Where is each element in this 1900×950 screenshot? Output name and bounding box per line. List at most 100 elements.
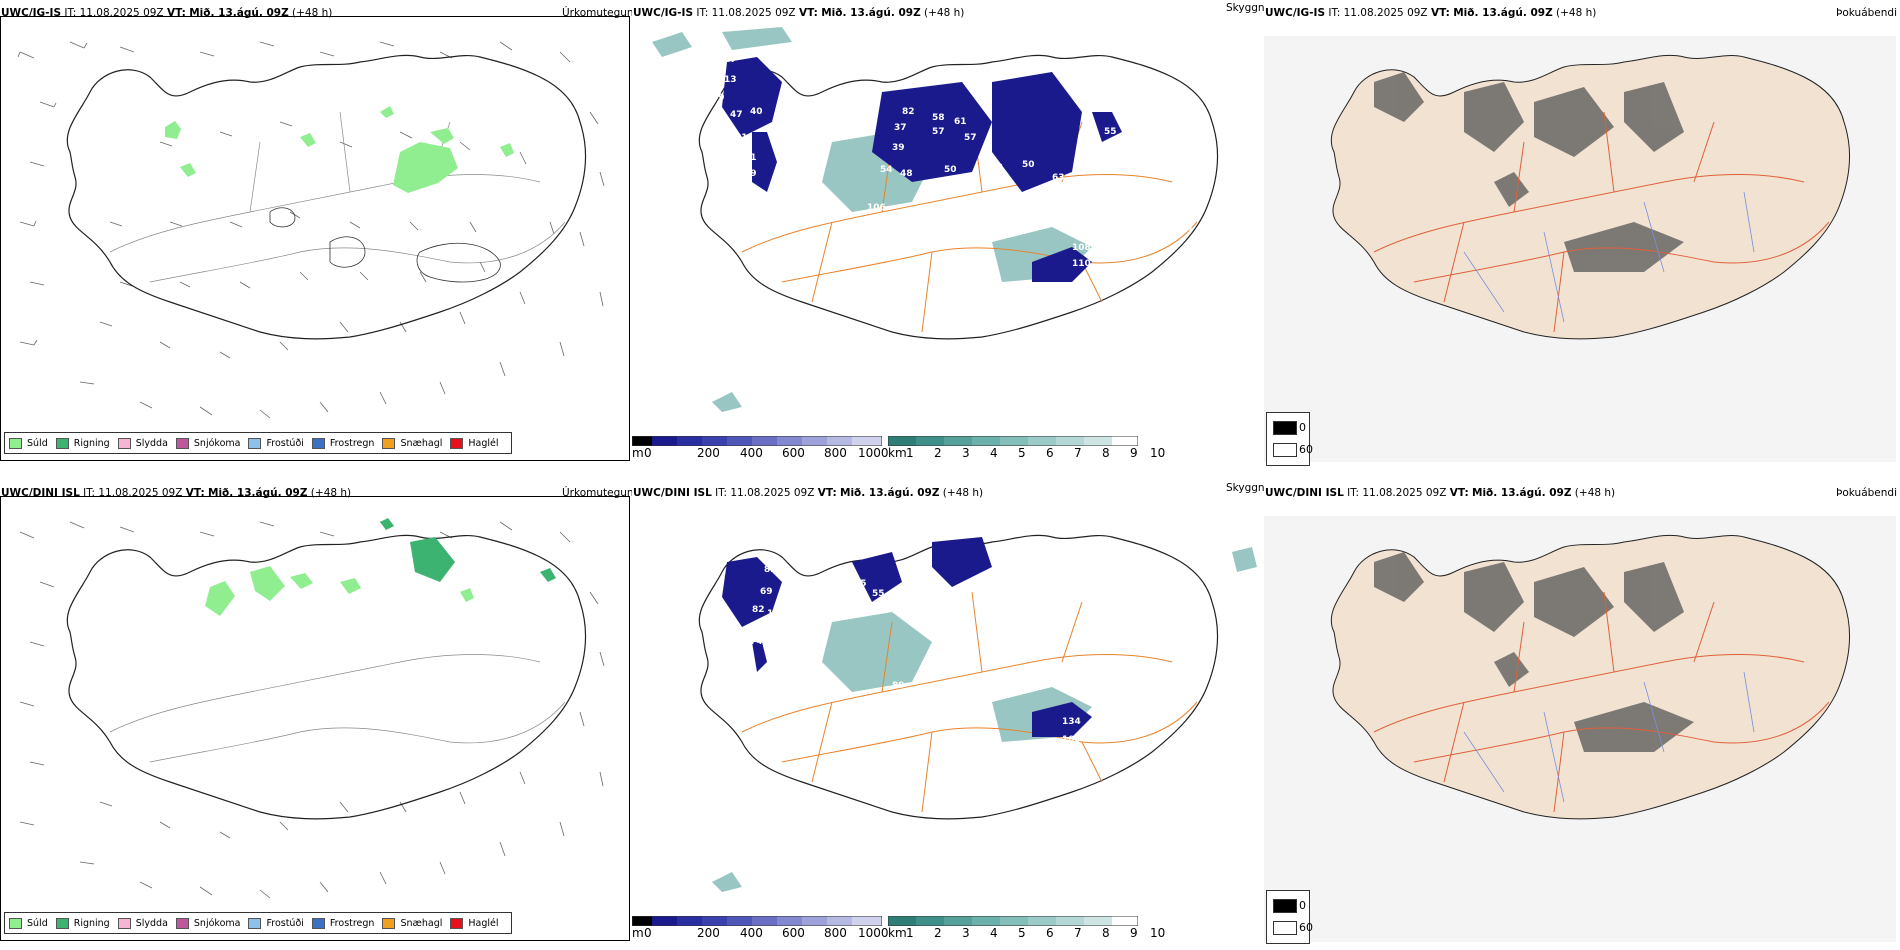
map-frame (0, 496, 630, 941)
visibility-unit: km (888, 446, 907, 460)
ceiling-value-label: 9 (1150, 225, 1156, 235)
vt-label: VT: (1430, 7, 1450, 19)
iceland-coastline (698, 534, 1219, 820)
it-value: 11.08.2025 09Z (1362, 487, 1447, 499)
ceiling-value-label: 63 (1052, 173, 1065, 183)
fog-legend-swatch-light (1273, 921, 1297, 935)
ceiling-dark-areas (722, 537, 1092, 737)
vt-value: Mið. 13.ágú. 09Z (189, 7, 289, 19)
ceiling-value-label: 99 (740, 687, 753, 697)
vis-teal-areas (712, 547, 1257, 892)
legend-swatch-freezing-rain (311, 437, 325, 449)
ceiling-value-label: 57 (964, 133, 977, 143)
drizzle-areas (205, 566, 474, 616)
vt-label: VT: (166, 7, 186, 19)
ceiling-value-label: 106 (867, 203, 886, 213)
ceiling-value-label: 76 (1092, 735, 1105, 745)
ceiling-value-label: 61 (954, 117, 967, 127)
legend-label: Haglél (468, 437, 499, 449)
it-value: 11.08.2025 09Z (711, 7, 796, 19)
ceiling-tick: 400 (740, 926, 763, 940)
it-label: IT: (715, 487, 728, 499)
ceiling-tick: 1000 (858, 926, 889, 940)
ceiling-tick: 600 (782, 926, 805, 940)
ceiling-value-label: 108 (1072, 243, 1091, 253)
it-value: 11.08.2025 09Z (730, 487, 815, 499)
ceiling-value-label: 59 (712, 93, 725, 103)
ceiling-colorbar-gradient (632, 916, 882, 926)
ceiling-value-label: 74 (750, 637, 763, 647)
legend-label: Snæhagl (400, 917, 443, 929)
iceland-map-fog (1264, 36, 1896, 462)
iceland-map-precip (17, 41, 605, 419)
ceiling-value-label: 48 (1102, 143, 1115, 153)
roads (109, 654, 566, 763)
legend-label: Snæhagl (400, 437, 443, 449)
legend-label: Frostúði (266, 917, 304, 929)
rivers (1463, 191, 1755, 323)
legend-label: Snjókoma (193, 437, 241, 449)
ceiling-value-label: 15 (982, 587, 995, 597)
roads (741, 591, 1198, 813)
roads (1373, 591, 1830, 813)
fog-legend-swatch-dark (1273, 899, 1297, 913)
visibility-unit: km (888, 926, 907, 940)
fog-legend-high: 60 (1299, 443, 1313, 456)
ceiling-value-label: 13 (724, 75, 737, 85)
ceiling-value-label: 50 (944, 165, 957, 175)
model-name: UWC/IG-IS (633, 7, 694, 19)
vt-value: Mið. 13.ágú. 09Z (208, 487, 308, 499)
ceiling-value-label: 89 (892, 681, 905, 691)
glaciers (269, 207, 501, 283)
ceiling-unit: m (632, 446, 644, 460)
ceiling-value-label: 134 (1062, 717, 1081, 727)
visibility-tick: 3 (962, 926, 970, 940)
visibility-tick: 8 (1102, 446, 1110, 460)
visibility-tick: 7 (1074, 446, 1082, 460)
it-value: 11.08.2025 09Z (79, 7, 164, 19)
visibility-tick: 2 (934, 926, 942, 940)
iceland-map-precip (19, 518, 605, 899)
fog-legend-low: 0 (1299, 899, 1306, 912)
ceiling-value-label: 7 (722, 545, 728, 555)
vt-value: Mið. 13.ágú. 09Z (821, 7, 921, 19)
legend-label: Frostúði (266, 437, 304, 449)
lead-time: (+48 h) (942, 487, 984, 499)
iceland-coastline (698, 54, 1219, 340)
visibility-tick: 10 (1150, 926, 1166, 940)
it-value: 11.08.2025 09Z (98, 487, 183, 499)
ceiling-value-label: 48 (918, 563, 931, 573)
ceiling-value-label: 55 (854, 579, 867, 589)
lead-time: (+48 h) (1574, 487, 1616, 499)
legend-swatch-hail (450, 917, 464, 929)
legend-swatch-snow-pellets (382, 917, 396, 929)
legend-label: Snjókoma (193, 917, 241, 929)
fog-legend-high: 60 (1299, 921, 1313, 934)
vt-label: VT: (798, 7, 818, 19)
vt-value: Mið. 13.ágú. 09Z (1453, 7, 1553, 19)
ceiling-value-label: 82 (902, 107, 915, 117)
ceiling-value-label: 81 (735, 133, 748, 143)
ceiling-value-label: 72 (782, 587, 795, 597)
vt-value: Mið. 13.ágú. 09Z (1472, 487, 1572, 499)
ceiling-value-label: 110 (1072, 259, 1091, 269)
ceiling-dark-areas (722, 57, 1122, 282)
legend-label: Rigning (73, 917, 110, 929)
visibility-tick: 6 (1046, 446, 1054, 460)
ceiling-value-label: 10 (772, 203, 785, 213)
lead-time: (+48 h) (1556, 7, 1597, 19)
vt-label: VT: (1449, 487, 1469, 499)
ceiling-value-label: 55 (1104, 127, 1117, 137)
ceiling-value-label: 108 (984, 163, 1003, 173)
it-label: IT: (64, 7, 77, 19)
it-value: 11.08.2025 09Z (1343, 7, 1428, 19)
ceiling-visibility-panel-1: UWC/IG-IS IT: 11.08.2025 09Z VT: Mið. 13… (632, 0, 1268, 464)
panel-title: Úrkomutegund (562, 487, 641, 499)
ceiling-value-label: 94 (1082, 165, 1095, 175)
legend-label: Rigning (73, 437, 110, 449)
ceiling-value-label: 96 (1118, 725, 1131, 735)
ceiling-value-label: 55 (872, 589, 885, 599)
ceiling-tick: 800 (824, 446, 847, 460)
model-name: UWC/DINI ISL (1265, 487, 1344, 499)
ceiling-value-label: 106 (767, 609, 786, 619)
